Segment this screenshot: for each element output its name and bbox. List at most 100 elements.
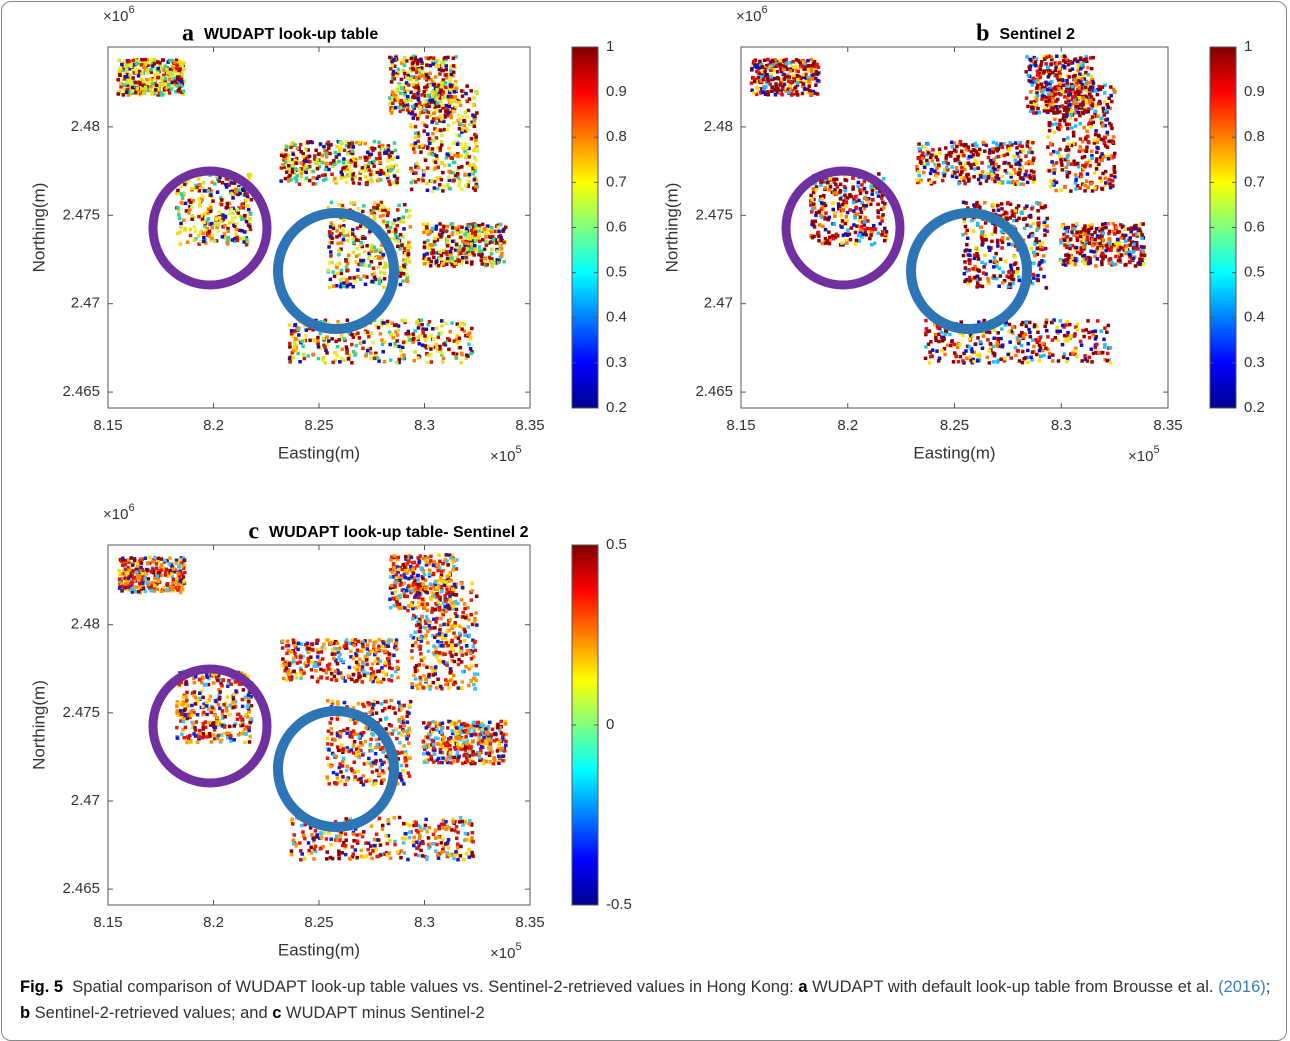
- map-pixel: [445, 262, 449, 266]
- map-pixel: [985, 179, 989, 183]
- map-pixel: [915, 165, 919, 169]
- map-pixel: [350, 343, 354, 347]
- map-pixel: [116, 78, 120, 82]
- map-pixel: [468, 123, 472, 127]
- map-pixel: [928, 361, 932, 365]
- map-pixel: [378, 262, 382, 266]
- map-pixel: [346, 234, 350, 238]
- map-pixel: [361, 166, 365, 170]
- map-pixel: [338, 203, 342, 207]
- map-pixel: [391, 101, 395, 105]
- map-pixel: [287, 164, 291, 168]
- map-pixel: [442, 185, 446, 189]
- map-pixel: [422, 169, 426, 173]
- map-pixel: [416, 336, 420, 340]
- map-pixel: [1113, 165, 1117, 169]
- map-pixel: [1016, 181, 1020, 185]
- map-pixel: [456, 231, 460, 235]
- map-pixel: [379, 271, 383, 275]
- map-pixel: [1091, 244, 1095, 248]
- map-pixel: [817, 231, 821, 235]
- map-pixel: [327, 245, 331, 249]
- map-pixel: [924, 345, 928, 349]
- map-pixel: [427, 233, 431, 237]
- map-pixel: [941, 179, 945, 183]
- map-pixel: [961, 334, 965, 338]
- map-pixel: [177, 213, 181, 217]
- map-pixel: [1055, 330, 1059, 334]
- map-pixel: [372, 164, 376, 168]
- map-pixel: [1033, 242, 1037, 246]
- map-pixel: [871, 227, 875, 231]
- map-pixel: [340, 176, 344, 180]
- map-pixel: [433, 237, 437, 241]
- map-pixel: [1035, 86, 1039, 90]
- map-pixel: [432, 56, 436, 60]
- map-pixel: [470, 228, 474, 232]
- map-pixel: [401, 279, 405, 283]
- map-pixel: [151, 82, 155, 86]
- map-pixel: [383, 360, 387, 364]
- map-pixel: [1099, 180, 1103, 184]
- map-pixel: [378, 278, 382, 282]
- map-pixel: [842, 233, 846, 237]
- map-pixel: [303, 357, 307, 361]
- map-pixel: [1034, 338, 1038, 342]
- map-pixel: [1087, 73, 1091, 77]
- map-pixel: [1052, 171, 1056, 175]
- map-pixel: [1006, 237, 1010, 241]
- map-pixel: [993, 352, 997, 356]
- map-pixel: [1065, 230, 1069, 234]
- map-pixel: [243, 230, 247, 234]
- map-pixel: [1069, 113, 1073, 117]
- map-pixel: [408, 338, 412, 342]
- map-pixel: [832, 178, 836, 182]
- map-pixel: [459, 122, 463, 126]
- map-pixel: [372, 266, 376, 270]
- map-pixel: [420, 318, 424, 322]
- map-pixel: [445, 229, 449, 233]
- map-pixel: [162, 58, 166, 62]
- map-pixel: [119, 82, 123, 86]
- map-pixel: [381, 321, 385, 325]
- map-pixel: [815, 70, 819, 74]
- map-pixel: [213, 240, 217, 244]
- map-pixel: [848, 193, 852, 197]
- map-pixel: [465, 84, 469, 88]
- map-pixel: [472, 149, 476, 153]
- map-pixel: [1100, 152, 1104, 156]
- map-pixel: [871, 198, 875, 202]
- map-pixel: [431, 327, 435, 331]
- map-pixel: [1061, 79, 1065, 83]
- map-pixel: [1040, 60, 1044, 64]
- map-pixel: [1031, 107, 1035, 111]
- map-pixel: [359, 262, 363, 266]
- map-pixel: [1014, 141, 1018, 145]
- map-pixel: [409, 123, 413, 127]
- map-pixel: [414, 180, 418, 184]
- map-pixel: [180, 192, 184, 196]
- map-pixel: [980, 230, 984, 234]
- map-pixel: [999, 274, 1003, 278]
- map-pixel: [473, 115, 477, 119]
- map-pixel: [1032, 158, 1036, 162]
- map-pixel: [428, 137, 432, 141]
- map-pixel: [442, 357, 446, 361]
- exponent-power: 5: [515, 444, 521, 456]
- map-pixel: [312, 170, 316, 174]
- map-pixel: [455, 87, 459, 91]
- map-pixel: [1021, 149, 1025, 153]
- map-pixel: [851, 185, 855, 189]
- map-pixel: [452, 64, 456, 68]
- map-pixel: [1043, 106, 1047, 110]
- map-pixel: [950, 165, 954, 169]
- map-pixel: [1036, 222, 1040, 226]
- map-pixel: [323, 361, 327, 365]
- map-pixel: [440, 143, 444, 147]
- map-pixel: [985, 238, 989, 242]
- map-pixel: [153, 79, 157, 83]
- map-pixel: [781, 85, 785, 89]
- map-pixel: [863, 197, 867, 201]
- map-pixel: [238, 192, 242, 196]
- map-pixel: [441, 262, 445, 266]
